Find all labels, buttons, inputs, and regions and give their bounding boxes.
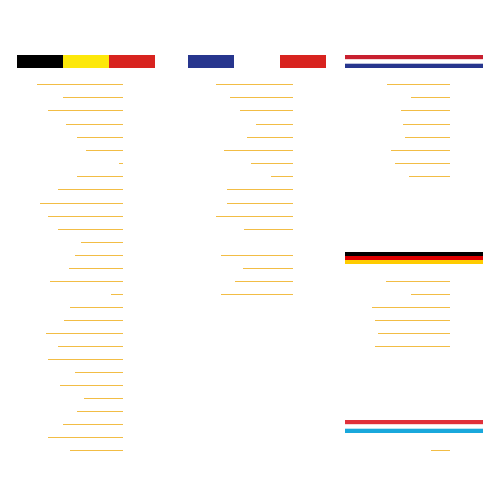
stripe [345,256,483,260]
stripe [188,55,234,68]
flag-belgium[interactable] [17,55,155,68]
stripe [345,260,483,264]
flag-netherlands[interactable] [345,55,483,68]
stripe [345,55,483,60]
flag-france[interactable] [188,55,326,68]
column-3-links [372,84,450,451]
stripe [345,428,483,433]
stripe [345,252,483,256]
stripe [17,55,63,68]
stripe [345,420,483,425]
stripe [280,55,326,68]
column-2-links [216,84,293,295]
stripe [234,55,280,68]
flag-luxembourg[interactable] [345,420,483,433]
stripe [345,63,483,68]
flag-germany[interactable] [345,252,483,264]
column-1-links [37,84,123,451]
stripe [345,424,483,429]
stripe [345,59,483,64]
stripe [63,55,109,68]
stripe [109,55,155,68]
